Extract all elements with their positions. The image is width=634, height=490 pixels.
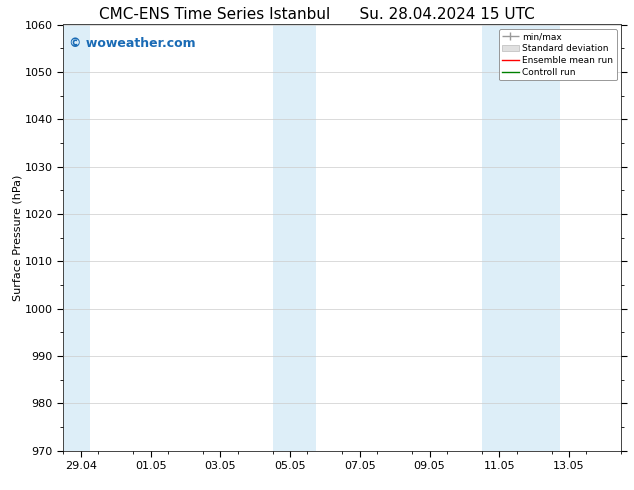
Legend: min/max, Standard deviation, Ensemble mean run, Controll run: min/max, Standard deviation, Ensemble me… xyxy=(499,29,617,80)
Bar xyxy=(273,24,316,451)
Y-axis label: Surface Pressure (hPa): Surface Pressure (hPa) xyxy=(12,174,22,301)
Bar xyxy=(517,24,560,451)
Text: © woweather.com: © woweather.com xyxy=(69,37,196,50)
Text: CMC-ENS Time Series Istanbul      Su. 28.04.2024 15 UTC: CMC-ENS Time Series Istanbul Su. 28.04.2… xyxy=(99,7,535,23)
Bar xyxy=(63,24,89,451)
Bar xyxy=(482,24,517,451)
